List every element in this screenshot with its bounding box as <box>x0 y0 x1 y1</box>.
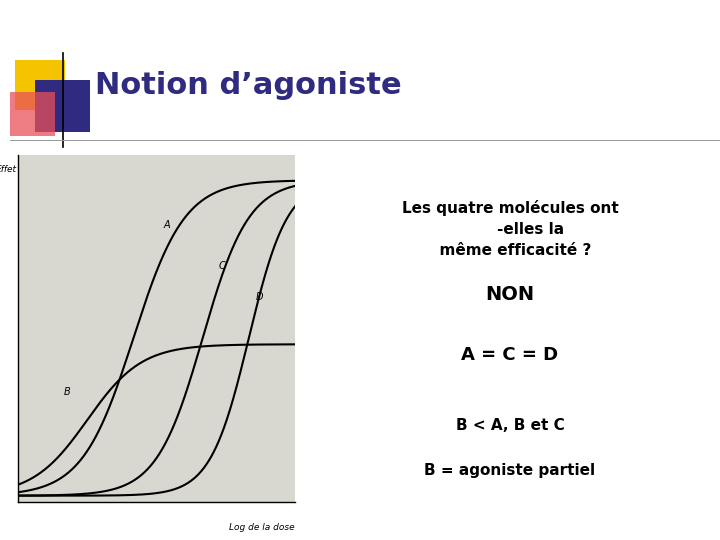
Text: Log de la dose: Log de la dose <box>230 523 295 532</box>
Text: B: B <box>64 387 71 397</box>
Text: Effet: Effet <box>0 165 17 174</box>
Text: Notion d’agoniste: Notion d’agoniste <box>95 71 402 99</box>
Bar <box>10 92 55 136</box>
Bar <box>15 60 65 110</box>
Text: D: D <box>256 292 264 302</box>
Text: Les quatre molécules ont
        -elles la
  même efficacité ?: Les quatre molécules ont -elles la même … <box>402 200 618 258</box>
Text: NON: NON <box>485 286 534 305</box>
Text: A: A <box>163 220 170 229</box>
Bar <box>35 80 90 132</box>
Text: B = agoniste partiel: B = agoniste partiel <box>424 462 595 477</box>
Text: A = C = D: A = C = D <box>462 346 559 364</box>
Text: B < A, B et C: B < A, B et C <box>456 417 564 433</box>
Text: C: C <box>219 261 225 271</box>
